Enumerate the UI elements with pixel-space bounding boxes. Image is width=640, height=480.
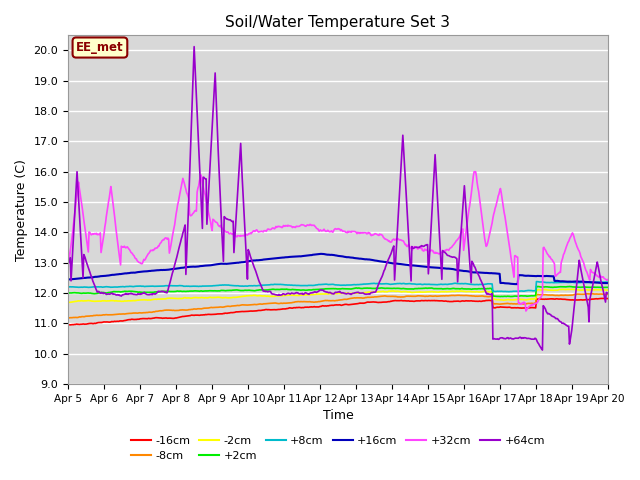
+8cm	[74, 284, 82, 290]
+16cm	[404, 262, 412, 268]
+2cm	[184, 288, 192, 294]
+64cm	[604, 290, 612, 296]
+64cm	[64, 261, 72, 267]
+8cm	[505, 289, 513, 295]
-2cm	[75, 298, 83, 304]
-16cm	[64, 322, 72, 328]
-8cm	[404, 293, 412, 299]
-8cm	[185, 307, 193, 312]
Legend: -16cm, -8cm, -2cm, +2cm, +8cm, +16cm, +32cm, +64cm: -16cm, -8cm, -2cm, +2cm, +8cm, +16cm, +3…	[126, 431, 550, 466]
-16cm	[214, 311, 221, 317]
-8cm	[131, 310, 138, 316]
+16cm	[184, 264, 192, 270]
+32cm	[129, 252, 137, 258]
-16cm	[75, 322, 83, 327]
+32cm	[64, 241, 72, 247]
+32cm	[74, 185, 82, 191]
+2cm	[403, 286, 411, 292]
+64cm	[190, 44, 198, 49]
+8cm	[64, 284, 72, 290]
+16cm	[74, 276, 82, 282]
Text: EE_met: EE_met	[76, 41, 124, 54]
-2cm	[64, 300, 72, 305]
+64cm	[404, 225, 412, 231]
+32cm	[419, 248, 427, 253]
-8cm	[420, 293, 428, 299]
+64cm	[74, 182, 82, 188]
+64cm	[184, 215, 192, 220]
+64cm	[129, 291, 137, 297]
-16cm	[604, 296, 612, 301]
+8cm	[604, 279, 612, 285]
-2cm	[420, 289, 428, 295]
Line: -2cm: -2cm	[68, 289, 608, 302]
+16cm	[316, 251, 324, 257]
-2cm	[214, 294, 221, 300]
Line: -8cm: -8cm	[68, 294, 608, 318]
-2cm	[604, 287, 612, 293]
-8cm	[604, 291, 612, 297]
X-axis label: Time: Time	[323, 409, 353, 422]
+64cm	[420, 243, 428, 249]
Y-axis label: Temperature (C): Temperature (C)	[15, 159, 28, 261]
+16cm	[514, 281, 522, 287]
-16cm	[420, 298, 428, 303]
-8cm	[589, 291, 596, 297]
+8cm	[184, 283, 192, 289]
+16cm	[64, 276, 72, 282]
Title: Soil/Water Temperature Set 3: Soil/Water Temperature Set 3	[225, 15, 451, 30]
-2cm	[566, 287, 574, 292]
+32cm	[470, 169, 478, 175]
+2cm	[419, 286, 427, 291]
Line: +64cm: +64cm	[68, 47, 608, 350]
Line: +8cm: +8cm	[68, 282, 608, 292]
+64cm	[539, 347, 547, 353]
-16cm	[131, 317, 138, 323]
-2cm	[404, 289, 412, 295]
+32cm	[522, 308, 530, 314]
-8cm	[65, 315, 72, 321]
Line: +2cm: +2cm	[68, 287, 608, 297]
+8cm	[129, 284, 137, 289]
+8cm	[532, 279, 540, 285]
-16cm	[185, 313, 193, 319]
-16cm	[67, 322, 74, 328]
+16cm	[213, 262, 221, 267]
-8cm	[75, 314, 83, 320]
-2cm	[131, 298, 138, 303]
+2cm	[129, 288, 137, 294]
+2cm	[213, 288, 221, 294]
+8cm	[213, 283, 221, 288]
+8cm	[419, 282, 427, 288]
Line: +32cm: +32cm	[68, 172, 608, 311]
-16cm	[404, 298, 412, 304]
+8cm	[403, 281, 411, 287]
+32cm	[213, 219, 221, 225]
-2cm	[185, 295, 193, 301]
+2cm	[508, 294, 515, 300]
+2cm	[74, 290, 82, 296]
+32cm	[184, 193, 192, 199]
+2cm	[566, 284, 573, 289]
Line: +16cm: +16cm	[68, 254, 608, 284]
+2cm	[64, 290, 72, 296]
Line: -16cm: -16cm	[68, 299, 608, 325]
+32cm	[604, 277, 612, 283]
-16cm	[602, 296, 609, 301]
+16cm	[420, 264, 428, 270]
+2cm	[604, 285, 612, 290]
-8cm	[214, 304, 221, 310]
+16cm	[129, 270, 137, 276]
+16cm	[604, 280, 612, 286]
+32cm	[403, 244, 411, 250]
-8cm	[64, 315, 72, 321]
+64cm	[214, 128, 221, 133]
-2cm	[65, 300, 72, 305]
